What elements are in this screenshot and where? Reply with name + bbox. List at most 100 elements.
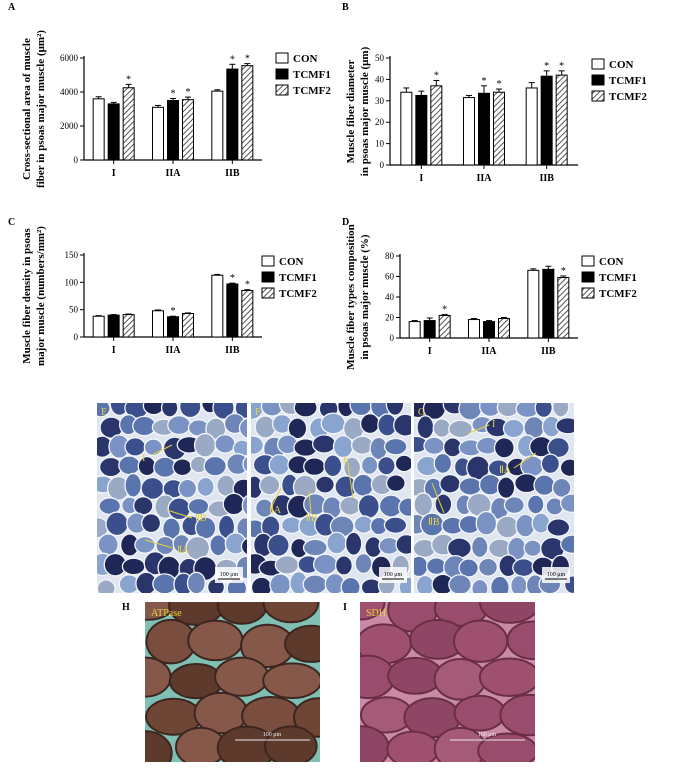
legend-swatch-tcmf2	[261, 287, 275, 299]
y-axis-title-d: in psoas major muscle (%)	[359, 234, 371, 359]
muscle-fiber	[274, 555, 300, 575]
annotation-arrow	[151, 444, 173, 456]
annotation-label: ⅡB	[428, 517, 440, 528]
muscle-fiber	[323, 454, 343, 478]
x-tick-label: I	[112, 168, 116, 179]
muscle-fiber	[547, 436, 570, 459]
annotation-label: ⅡA	[269, 505, 282, 516]
muscle-fiber	[238, 417, 247, 439]
annotation-label: ⅡB	[195, 513, 207, 524]
muscle-fiber	[320, 412, 346, 435]
muscle-fiber	[302, 574, 328, 593]
muscle-fiber	[395, 533, 411, 556]
muscle-fiber	[269, 573, 292, 593]
annotation-label: ⅡB	[306, 513, 318, 524]
muscle-fiber	[315, 475, 335, 494]
x-tick-label: I	[419, 173, 423, 184]
bar-tcmf1-iib	[226, 68, 239, 161]
muscle-fiber	[433, 657, 487, 701]
bar-tcmf1-iia	[478, 92, 490, 166]
muscle-fiber	[145, 730, 173, 762]
muscle-fiber	[97, 579, 116, 593]
legend-label-tcmf2: TCMF2	[279, 288, 317, 300]
muscle-fiber	[214, 434, 236, 454]
muscle-fiber	[398, 497, 411, 518]
muscle-fiber	[262, 602, 320, 624]
muscle-fiber	[186, 571, 206, 593]
scale-label: 100 μm	[263, 732, 282, 738]
muscle-fiber	[448, 419, 473, 439]
chart-a-svg: A Cross-sectional area of muscle fiber in …	[8, 2, 331, 188]
annotation-arrow	[308, 490, 312, 514]
panel-label-c: C	[8, 217, 15, 228]
muscle-fiber	[141, 513, 162, 534]
muscle-fiber	[512, 558, 535, 578]
annotation-arrow	[513, 452, 537, 469]
legend-swatch-con	[581, 255, 595, 267]
y-tick-label: 80	[385, 251, 395, 261]
muscle-fiber	[143, 438, 164, 457]
bar-tcmf2-iib	[241, 290, 254, 338]
muscle-fiber	[452, 619, 509, 663]
significance-marker: *	[230, 54, 235, 65]
muscle-fiber	[222, 492, 246, 516]
legend-label-tcmf1: TCMF1	[599, 272, 637, 284]
significance-marker: *	[434, 70, 439, 81]
scale-label: 100 μm	[547, 572, 566, 578]
annotation-label: ⅡA	[499, 465, 512, 476]
chart-b-svg: B Muscle fiber diameter in psoas major mus…	[342, 2, 647, 184]
muscle-fiber	[226, 453, 247, 476]
bar-con-iia	[152, 310, 164, 338]
muscle-fiber	[293, 403, 318, 418]
significance-marker: *	[126, 74, 131, 85]
significance-marker: *	[561, 266, 566, 277]
muscle-fiber	[448, 574, 472, 593]
muscle-fiber	[414, 492, 434, 517]
muscle-fiber	[172, 458, 193, 477]
chart-panel-c: C Muscle fiber density in psoas major musc…	[0, 215, 330, 400]
bar-con-iib	[211, 90, 224, 161]
bar-tcmf1-i	[107, 314, 120, 338]
bar-tcmf1-iia	[167, 100, 179, 161]
muscle-fiber	[453, 694, 506, 732]
y-axis-title-b: Muscle fiber diameter	[345, 60, 357, 164]
micrograph-f: F I ⅡA ⅡB 100 μm	[251, 403, 411, 593]
y-tick-label: 20	[385, 313, 395, 323]
muscle-fiber	[458, 477, 483, 496]
legend-label-con: CON	[609, 59, 634, 71]
bar-con-iia	[463, 97, 475, 166]
bar-tcmf2-iia	[493, 91, 505, 166]
legend-swatch-tcmf2	[591, 90, 605, 102]
micrograph-panel-label: E	[101, 407, 107, 418]
bar-tcmf2-i	[438, 314, 451, 339]
bar-tcmf2-iia	[498, 318, 510, 339]
muscle-fiber	[359, 413, 381, 435]
muscle-fiber	[360, 455, 379, 475]
muscle-fiber	[559, 458, 574, 478]
y-tick-label: 4000	[60, 87, 79, 97]
micrograph-panel-label: G	[418, 407, 425, 418]
legend-label-tcmf1: TCMF1	[293, 69, 331, 81]
muscle-fiber	[118, 455, 141, 476]
stain-name-label: SDH	[366, 608, 386, 619]
y-tick-label: 100	[65, 277, 79, 287]
y-axis-title-b: in psoas major muscle (μm)	[359, 46, 371, 176]
muscle-fiber	[490, 575, 510, 593]
legend-label-tcmf1: TCMF1	[609, 75, 647, 87]
muscle-fiber	[478, 557, 499, 577]
muscle-fiber	[423, 436, 445, 456]
muscle-fiber	[287, 417, 308, 440]
significance-marker: *	[559, 61, 564, 72]
annotation-arrow	[346, 457, 354, 499]
y-tick-label: 60	[385, 272, 395, 282]
significance-marker: *	[245, 54, 250, 65]
muscle-fiber	[471, 578, 489, 593]
y-tick-label: 0	[74, 332, 79, 342]
muscle-fiber	[533, 474, 556, 496]
muscle-fiber	[502, 418, 525, 439]
muscle-fiber	[496, 476, 516, 499]
micrograph-f-svg: F I ⅡA ⅡB 100 μm	[251, 403, 411, 593]
muscle-fiber	[477, 732, 535, 762]
muscle-fiber	[523, 539, 543, 557]
muscle-fiber	[303, 457, 326, 477]
